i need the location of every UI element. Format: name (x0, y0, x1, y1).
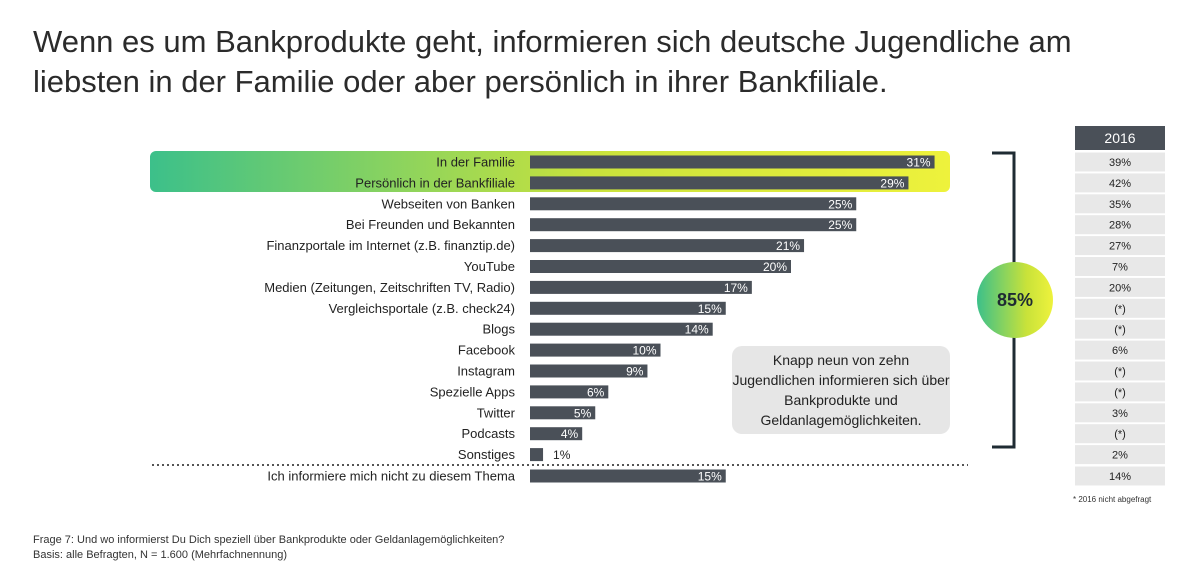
comparison-value: (*) (1114, 429, 1126, 441)
value-label: 6% (587, 385, 605, 399)
comparison-cell (1075, 466, 1165, 486)
value-label: 10% (632, 344, 656, 358)
value-label: 5% (574, 406, 592, 420)
side-footnote: * 2016 nicht abgefragt (1073, 495, 1152, 504)
bar (530, 280, 752, 294)
comparison-value: 2% (1112, 450, 1128, 462)
bar (530, 197, 857, 211)
category-label: Webseiten von Banken (382, 196, 515, 211)
comparison-value: 35% (1109, 199, 1131, 211)
category-label: Sonstiges (458, 447, 516, 462)
value-label: 31% (907, 156, 931, 170)
value-label: 25% (828, 197, 852, 211)
category-label: In der Familie (436, 155, 515, 170)
comparison-cell (1075, 215, 1165, 235)
category-label: Podcasts (462, 426, 516, 441)
comparison-value: 7% (1112, 262, 1128, 274)
callout-box: Knapp neun von zehn Jugendlichen informi… (732, 346, 950, 434)
bar (530, 406, 596, 420)
comparison-cell (1075, 340, 1165, 360)
comparison-cell (1075, 445, 1165, 465)
comparison-cell (1075, 403, 1165, 423)
question-footnote: Frage 7: Und wo informierst Du Dich spez… (33, 534, 505, 546)
total-85-percent-circle: 85% (977, 262, 1053, 338)
bar (530, 469, 726, 483)
bar (530, 176, 909, 190)
value-label: 25% (828, 218, 852, 232)
category-label: Facebook (458, 343, 516, 358)
value-label: 4% (561, 427, 579, 441)
comparison-header-label: 2016 (1104, 130, 1135, 146)
bar (530, 301, 726, 315)
comparison-cell (1075, 152, 1165, 172)
bar (530, 239, 805, 253)
category-label: Finanzportale im Internet (z.B. finanzti… (266, 238, 515, 253)
category-label: Ich informiere mich nicht zu diesem Them… (267, 469, 515, 484)
comparison-cell (1075, 277, 1165, 297)
category-label: Bei Freunden und Bekannten (346, 217, 515, 232)
comparison-value: (*) (1114, 324, 1126, 336)
value-label: 9% (626, 365, 644, 379)
value-label: 15% (698, 302, 722, 316)
bar (530, 322, 713, 336)
bar (530, 385, 609, 399)
comparison-cell (1075, 424, 1165, 444)
comparison-header (1075, 126, 1165, 150)
value-label: 20% (763, 260, 787, 274)
category-label: YouTube (464, 259, 515, 274)
comparison-value: 14% (1109, 471, 1131, 483)
category-label: Twitter (477, 405, 516, 420)
bar (530, 364, 648, 378)
page-title: Wenn es um Bankprodukte geht, informiere… (33, 24, 1072, 99)
bar (530, 155, 935, 169)
comparison-cell (1075, 194, 1165, 214)
value-label: 29% (880, 176, 904, 190)
value-label: 21% (776, 239, 800, 253)
category-label: Medien (Zeitungen, Zeitschriften TV, Rad… (264, 280, 515, 295)
comparison-cell (1075, 236, 1165, 256)
bar (530, 260, 791, 273)
bar (530, 427, 583, 441)
comparison-cell (1075, 319, 1165, 339)
comparison-value: 39% (1109, 157, 1131, 169)
comparison-value: 3% (1112, 408, 1128, 420)
value-label: 17% (724, 281, 748, 295)
value-label: 14% (685, 323, 709, 337)
category-label: Persönlich in der Bankfiliale (355, 175, 515, 190)
comparison-cell (1075, 361, 1165, 381)
comparison-cell (1075, 298, 1165, 318)
comparison-cell (1075, 382, 1165, 402)
category-label: Vergleichsportale (z.B. check24) (329, 301, 515, 316)
comparison-value: 6% (1112, 345, 1128, 357)
comparison-value: 20% (1109, 282, 1131, 294)
bar (530, 218, 857, 232)
comparison-value: 42% (1109, 178, 1131, 190)
bar (530, 343, 661, 357)
value-label: 1% (553, 448, 571, 462)
category-label: Blogs (482, 322, 515, 337)
comparison-value: (*) (1114, 303, 1126, 315)
category-label: Spezielle Apps (430, 384, 516, 399)
basis-footnote: Basis: alle Befragten, N = 1.600 (Mehrfa… (33, 549, 288, 561)
comparison-cell (1075, 257, 1165, 276)
comparison-value: (*) (1114, 366, 1126, 378)
value-label: 15% (698, 470, 722, 484)
category-label: Instagram (457, 364, 515, 379)
comparison-value: 27% (1109, 241, 1131, 253)
bar (530, 448, 544, 462)
comparison-value: (*) (1114, 387, 1126, 399)
comparison-cell (1075, 173, 1165, 193)
comparison-value: 28% (1109, 220, 1131, 232)
